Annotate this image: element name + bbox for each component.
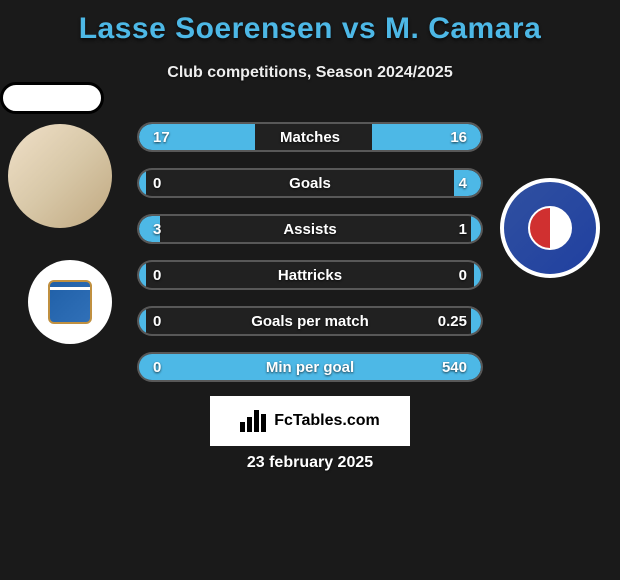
player-right-avatar xyxy=(0,82,104,114)
stat-row: Assists3 1 xyxy=(137,214,483,244)
stat-value-left: 3 xyxy=(153,216,161,242)
stat-row: Matches17 16 xyxy=(137,122,483,152)
stat-value-right: 16 xyxy=(450,124,467,150)
stat-value-right: 1 xyxy=(459,216,467,242)
stat-label: Matches xyxy=(139,124,481,150)
stat-label: Goals per match xyxy=(139,308,481,334)
stat-label: Hattricks xyxy=(139,262,481,288)
stat-value-right: 0.25 xyxy=(438,308,467,334)
player-left-avatar xyxy=(8,124,112,228)
brand-text: FcTables.com xyxy=(274,412,380,430)
stat-label: Assists xyxy=(139,216,481,242)
stat-row: Goals0 4 xyxy=(137,168,483,198)
stat-label: Min per goal xyxy=(139,354,481,380)
brand-watermark: FcTables.com xyxy=(210,396,410,446)
stat-label: Goals xyxy=(139,170,481,196)
stat-value-left: 17 xyxy=(153,124,170,150)
stat-value-left: 0 xyxy=(153,308,161,334)
comparison-title: Lasse Soerensen vs M. Camara xyxy=(0,0,620,46)
stat-row: Hattricks0 0 xyxy=(137,260,483,290)
stat-row: Min per goal0 540 xyxy=(137,352,483,382)
stat-value-left: 0 xyxy=(153,354,161,380)
club-left-badge xyxy=(28,260,112,344)
stat-value-left: 0 xyxy=(153,262,161,288)
stat-value-right: 0 xyxy=(459,262,467,288)
stat-row: Goals per match0 0.25 xyxy=(137,306,483,336)
brand-chart-icon xyxy=(240,410,268,432)
stat-value-right: 4 xyxy=(459,170,467,196)
comparison-date: 23 february 2025 xyxy=(0,454,620,472)
stat-value-right: 540 xyxy=(442,354,467,380)
comparison-subtitle: Club competitions, Season 2024/2025 xyxy=(0,64,620,82)
stat-value-left: 0 xyxy=(153,170,161,196)
club-right-badge xyxy=(500,178,600,278)
stats-container: Matches1716Goals04Assists31Hattricks00Go… xyxy=(137,122,483,398)
comparison-card: Lasse Soerensen vs M. Camara Club compet… xyxy=(0,0,620,580)
